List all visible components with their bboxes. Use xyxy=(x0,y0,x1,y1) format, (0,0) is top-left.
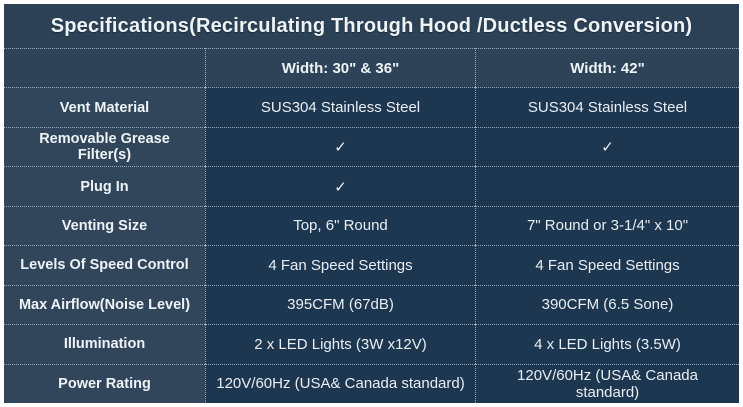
row-label-illumination: Illumination xyxy=(4,324,205,364)
row-value: 2 x LED Lights (3W x12V) xyxy=(205,324,475,364)
checkmark-icon: ✓ xyxy=(205,126,475,167)
row-label-removable-grease-filters: Removable Grease Filter(s) xyxy=(4,126,205,167)
row-value: 120V/60Hz (USA& Canada standard) xyxy=(475,363,739,403)
row-value: Top, 6" Round xyxy=(205,205,475,246)
checkmark-icon: ✓ xyxy=(475,126,739,167)
row-value: 7" Round or 3-1/4" x 10" xyxy=(475,205,739,246)
row-value: SUS304 Stainless Steel xyxy=(475,87,739,127)
row-label-levels-of-speed-control: Levels Of Speed Control xyxy=(4,245,205,285)
row-label-vent-material: Vent Material xyxy=(4,87,205,127)
row-value: 120V/60Hz (USA& Canada standard) xyxy=(205,363,475,403)
row-value: 4 x LED Lights (3.5W) xyxy=(475,324,739,364)
row-value: 4 Fan Speed Settings xyxy=(475,245,739,285)
page-title: Specifications(Recirculating Through Hoo… xyxy=(4,4,739,48)
header-cell-width-42: Width: 42" xyxy=(475,48,739,88)
row-label-max-airflow-noise-level: Max Airflow(Noise Level) xyxy=(4,284,205,325)
row-value: 390CFM (6.5 Sone) xyxy=(475,284,739,325)
checkmark-icon: ✓ xyxy=(205,166,475,206)
row-label-venting-size: Venting Size xyxy=(4,205,205,246)
row-value: SUS304 Stainless Steel xyxy=(205,87,475,127)
row-value: 395CFM (67dB) xyxy=(205,284,475,325)
header-cell-empty xyxy=(4,48,205,88)
row-label-power-rating: Power Rating xyxy=(4,363,205,403)
row-label-plug-in: Plug In xyxy=(4,166,205,206)
row-value-empty xyxy=(475,166,739,206)
header-cell-width-30-36: Width: 30" & 36" xyxy=(205,48,475,88)
spec-table: Width: 30" & 36" Width: 42" Vent Materia… xyxy=(4,48,739,403)
row-value: 4 Fan Speed Settings xyxy=(205,245,475,285)
